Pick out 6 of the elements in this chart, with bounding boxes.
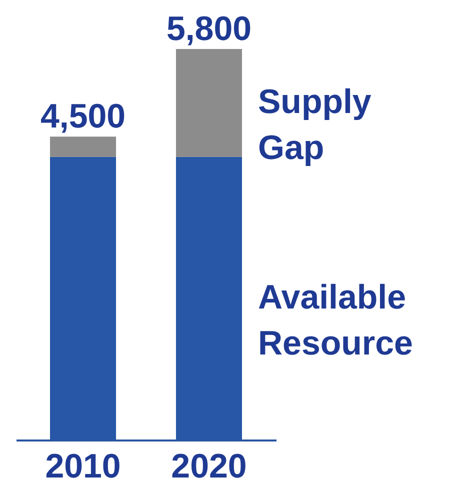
x-tick-label: 2020 <box>171 448 247 486</box>
x-tick-label: 2010 <box>45 448 121 486</box>
series-label: Available Resource <box>258 278 413 362</box>
annotation: 5,800 <box>166 10 252 48</box>
annotation: 4,500 <box>40 98 126 136</box>
series-label: Supply Gap <box>258 82 372 167</box>
